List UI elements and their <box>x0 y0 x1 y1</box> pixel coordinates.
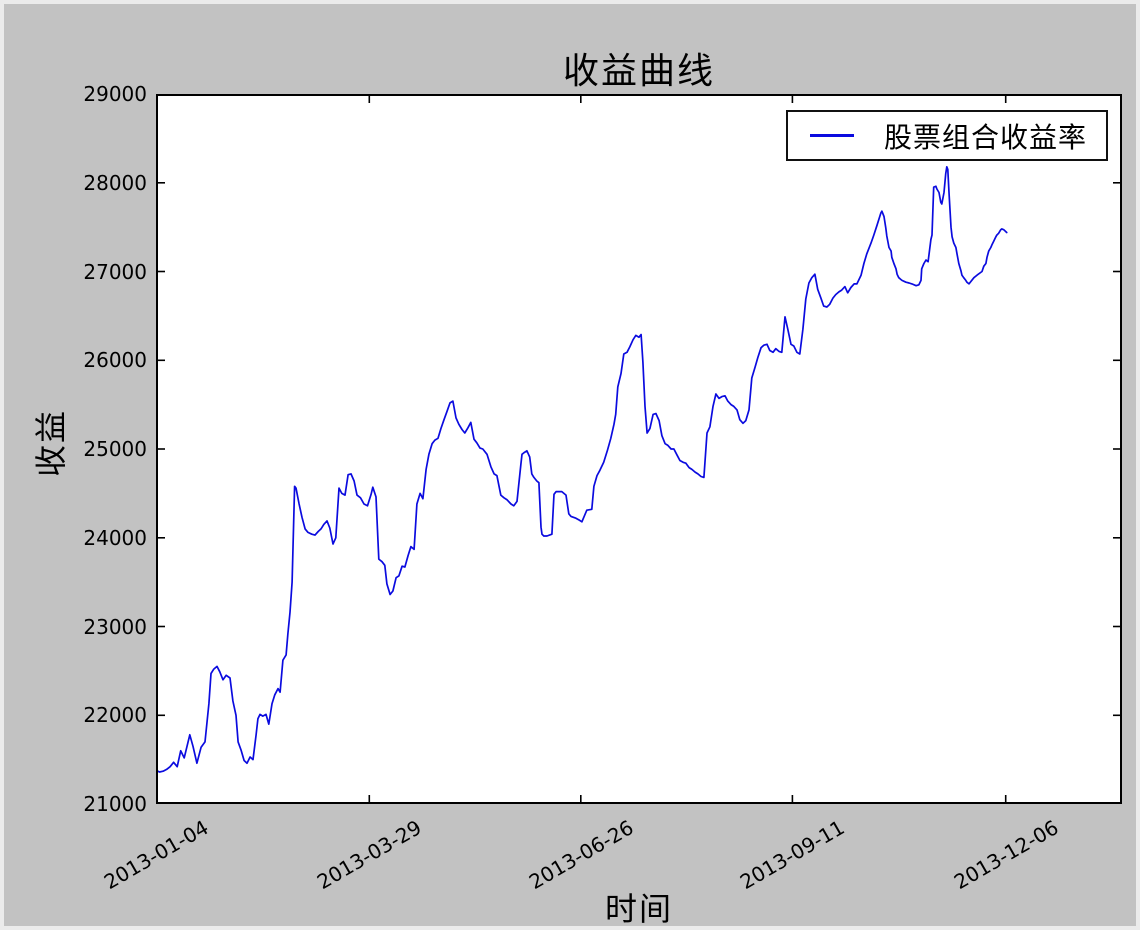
axes-frame <box>156 94 1122 804</box>
legend-entry-label: 股票组合收益率 <box>884 120 1088 154</box>
y-tick-label: 24000 <box>83 525 147 550</box>
x-tick-label: 2013-09-11 <box>736 815 849 895</box>
y-tick-label: 21000 <box>83 792 147 816</box>
chart-title: 收益曲线 <box>562 51 715 92</box>
legend-line-sample <box>810 134 854 137</box>
series-line <box>156 165 1008 773</box>
y-tick-label: 28000 <box>83 170 147 195</box>
y-tick-label: 27000 <box>83 259 147 284</box>
axis-ticks <box>156 94 1122 804</box>
y-tick-label: 25000 <box>83 437 147 461</box>
legend-box: 股票组合收益率 <box>786 110 1108 161</box>
x-tick-label: 2013-01-04 <box>99 815 213 895</box>
y-tick-label: 23000 <box>83 614 147 639</box>
plot-svg <box>156 94 1122 804</box>
plot-area <box>156 94 1122 804</box>
x-tick-label: 2013-12-06 <box>949 815 1063 895</box>
y-tick-label: 26000 <box>83 348 147 373</box>
x-axis-label: 时间 <box>604 890 673 928</box>
y-tick-label: 22000 <box>83 703 147 728</box>
x-tick-label: 2013-03-29 <box>313 815 426 895</box>
y-tick-label: 29000 <box>83 82 147 106</box>
